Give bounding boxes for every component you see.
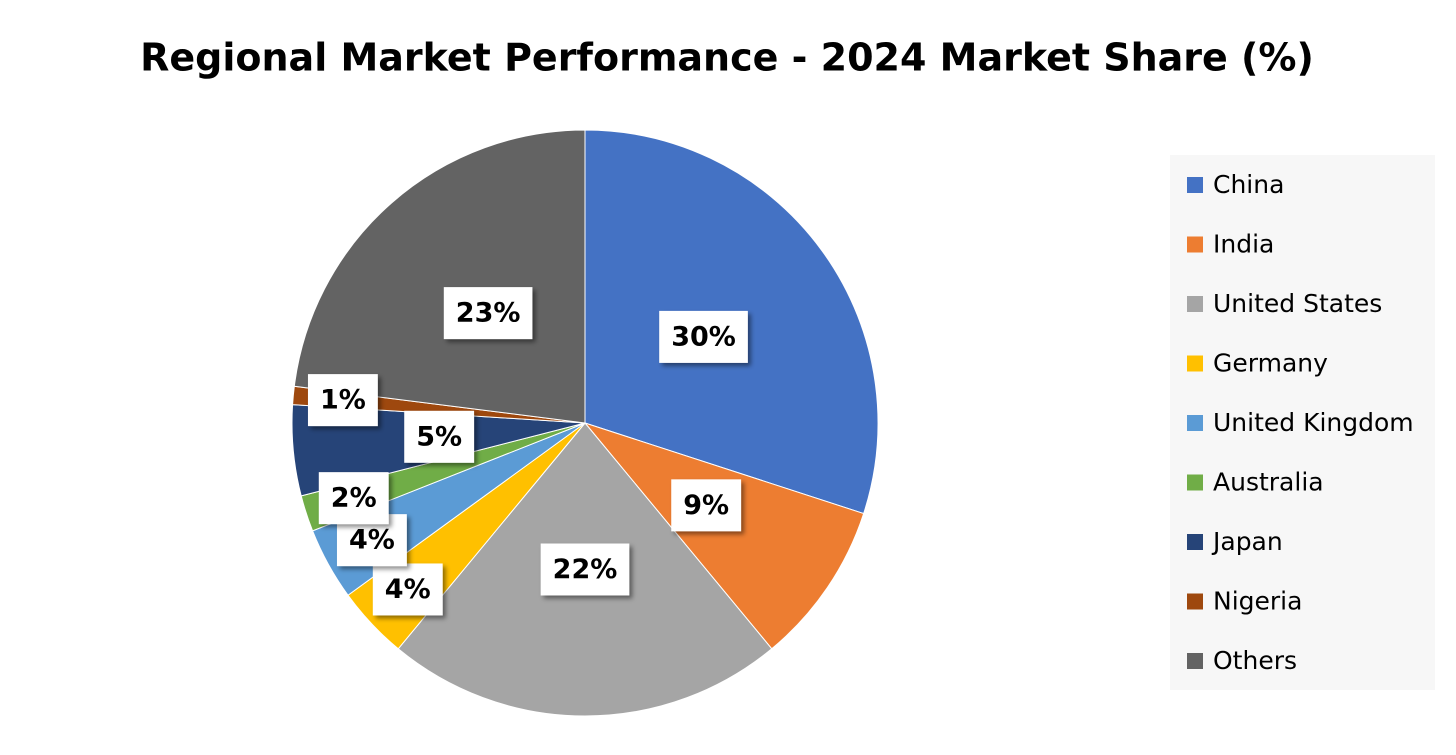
label-text: 23% xyxy=(456,298,521,329)
legend-swatch xyxy=(1187,177,1203,193)
label-box xyxy=(659,310,748,363)
label-text: 22% xyxy=(553,554,618,585)
data-label: 30% xyxy=(659,310,748,363)
chart-title: Regional Market Performance - 2024 Marke… xyxy=(140,36,1314,80)
label-box xyxy=(540,543,630,596)
data-label: 1% xyxy=(307,374,378,427)
legend-swatch xyxy=(1187,415,1203,431)
data-label: 5% xyxy=(404,410,475,463)
label-text: 4% xyxy=(349,525,395,556)
pie-slice xyxy=(583,421,865,650)
data-label: 9% xyxy=(671,479,742,532)
legend-label: Others xyxy=(1213,646,1297,675)
data-label: 23% xyxy=(443,287,533,340)
data-label: 2% xyxy=(318,472,389,525)
legend-label: China xyxy=(1213,170,1284,199)
label-box xyxy=(404,410,475,463)
legend-swatch xyxy=(1187,236,1203,253)
label-text: 4% xyxy=(385,574,431,605)
legend-label: Japan xyxy=(1211,527,1283,556)
label-text: 5% xyxy=(416,421,462,452)
legend-swatch xyxy=(1187,653,1203,669)
legend-swatch xyxy=(1187,534,1203,550)
label-text: 2% xyxy=(331,483,377,514)
label-text: 9% xyxy=(683,490,729,521)
label-text: 30% xyxy=(671,321,736,352)
legend-swatch xyxy=(1187,296,1203,312)
legend-swatch xyxy=(1187,474,1203,491)
legend-label: Australia xyxy=(1213,468,1324,497)
legend: China India United States Germany United Kin… xyxy=(1187,170,1414,675)
label-box xyxy=(443,287,533,340)
pie xyxy=(291,129,879,717)
legend-label: India xyxy=(1213,230,1274,259)
legend-swatch xyxy=(1187,355,1203,372)
legend-label: Germany xyxy=(1213,349,1328,378)
label-box xyxy=(307,374,378,427)
data-label: 22% xyxy=(540,543,630,596)
label-box xyxy=(318,472,389,525)
label-box xyxy=(671,479,742,532)
data-labels: 30% 9% 22% 4% 4% 2% 5% 1% 23% xyxy=(307,287,748,616)
data-label: 4% xyxy=(372,563,443,616)
legend-label: Nigeria xyxy=(1213,587,1302,616)
label-text: 1% xyxy=(320,385,366,416)
pie-slice xyxy=(293,129,586,424)
legend-swatch xyxy=(1187,593,1203,610)
legend-box xyxy=(1170,155,1435,690)
label-box xyxy=(372,563,443,616)
legend-label: United States xyxy=(1213,289,1382,318)
legend-label: United Kingdom xyxy=(1213,408,1414,437)
